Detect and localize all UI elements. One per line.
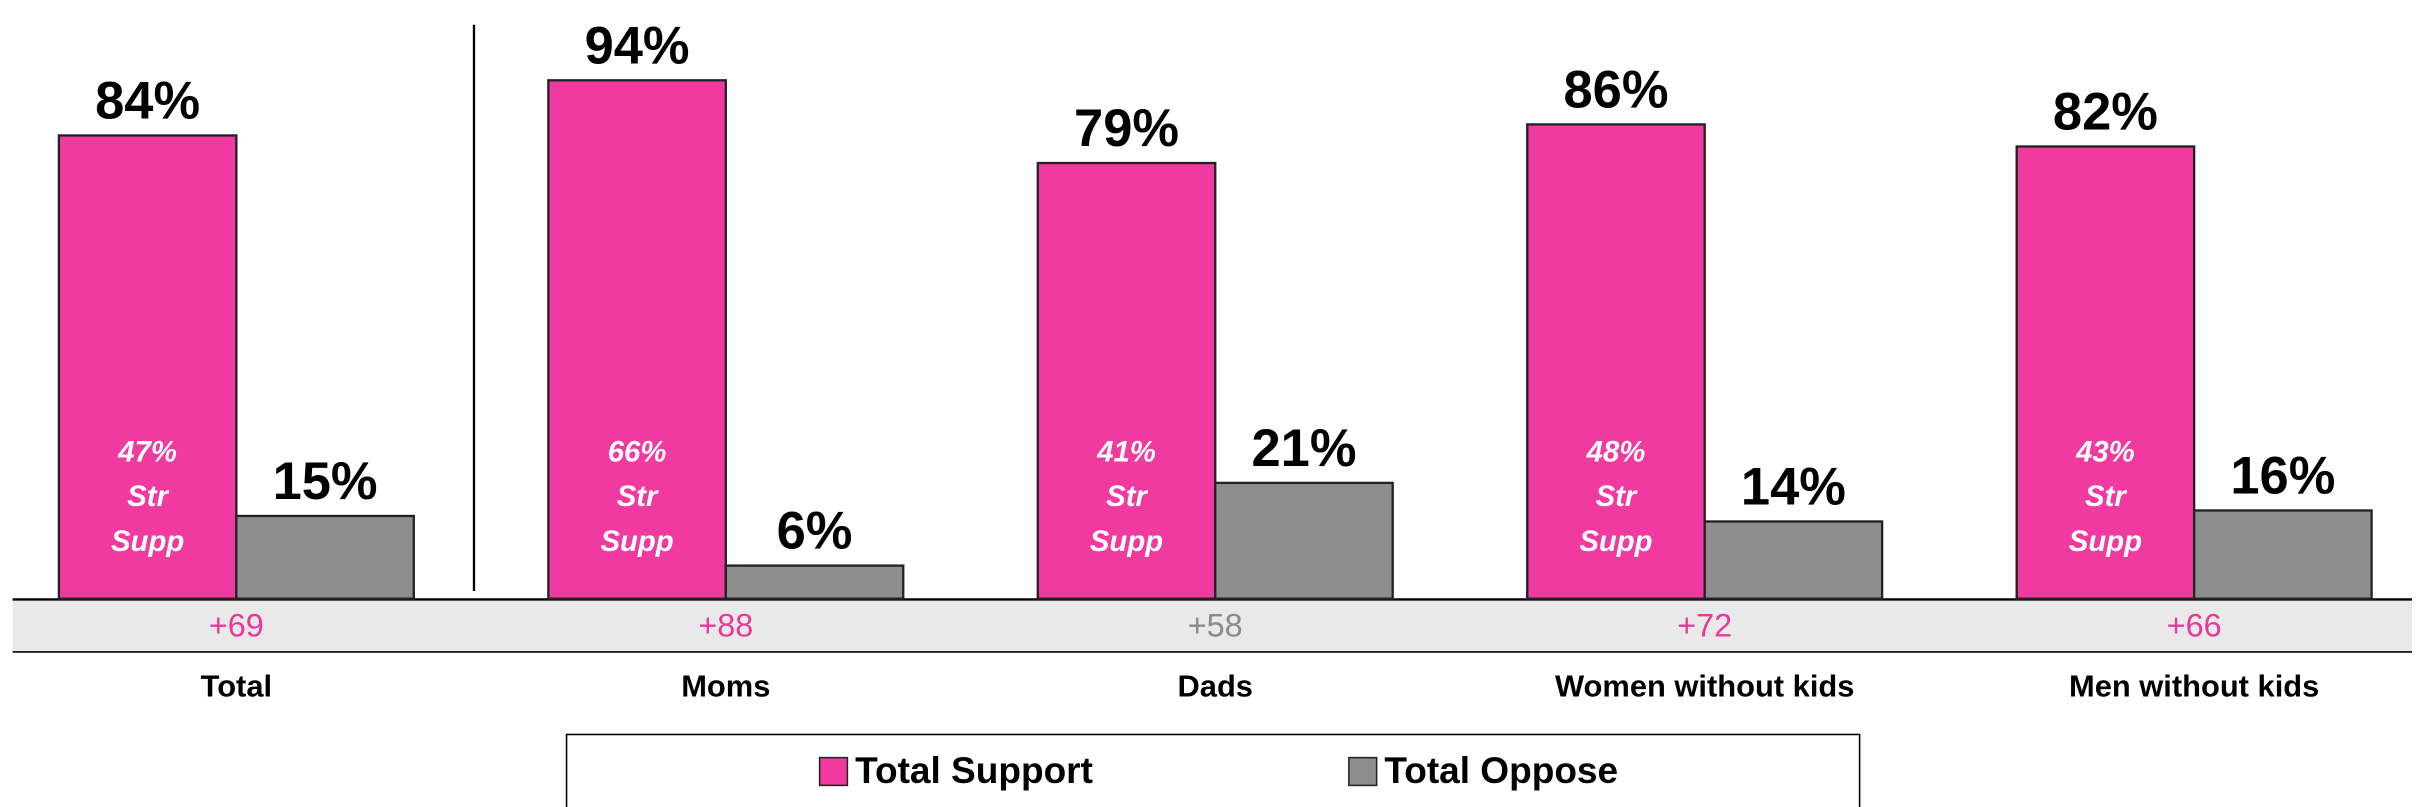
strong-support-label: Supp bbox=[111, 525, 184, 558]
net-label: +72 bbox=[1677, 608, 1732, 644]
strong-support-label: Supp bbox=[1579, 525, 1652, 558]
strong-support-label: Str bbox=[1106, 480, 1148, 513]
x-tick-label: Men without kids bbox=[2069, 668, 2319, 703]
bar bbox=[1036, 161, 1217, 600]
strong-support-label: 48% bbox=[1586, 435, 1646, 468]
legend-swatch bbox=[818, 756, 849, 787]
data-label: 16% bbox=[2230, 447, 2335, 505]
bar bbox=[1703, 520, 1884, 600]
strong-support-label: 47% bbox=[117, 435, 177, 468]
data-label: 79% bbox=[1074, 100, 1179, 158]
strong-support-label: 66% bbox=[608, 435, 667, 468]
net-label: +69 bbox=[209, 608, 264, 644]
data-label: 14% bbox=[1741, 458, 1846, 516]
net-band bbox=[12, 600, 2413, 652]
net-label: +66 bbox=[2167, 608, 2222, 644]
data-label: 86% bbox=[1563, 61, 1668, 119]
bar bbox=[1526, 123, 1706, 600]
data-label: 82% bbox=[2053, 83, 2158, 141]
x-tick-label: Dads bbox=[1178, 668, 1253, 703]
net-label: +58 bbox=[1188, 608, 1243, 644]
x-tick-label: Total bbox=[201, 668, 272, 703]
x-tick-label: Women without kids bbox=[1555, 668, 1854, 703]
strong-support-label: 41% bbox=[1096, 435, 1156, 468]
strong-support-label: 43% bbox=[2075, 435, 2135, 468]
data-label: 6% bbox=[777, 503, 853, 561]
data-label: 21% bbox=[1251, 420, 1356, 478]
strong-support-label: Str bbox=[617, 480, 659, 513]
legend-swatch bbox=[1348, 756, 1378, 787]
bar bbox=[2192, 509, 2373, 600]
strong-support-label: Supp bbox=[600, 525, 673, 558]
data-label: 94% bbox=[585, 17, 690, 75]
data-label: 84% bbox=[95, 72, 200, 130]
bar bbox=[724, 564, 905, 600]
legend-box bbox=[565, 733, 1861, 807]
legend-label: Total Support bbox=[855, 749, 1093, 791]
strong-support-label: Supp bbox=[1090, 525, 1163, 558]
bar bbox=[1214, 481, 1394, 600]
strong-support-label: Str bbox=[1596, 480, 1638, 513]
bar bbox=[2015, 145, 2196, 600]
net-label: +88 bbox=[698, 608, 753, 644]
strong-support-label: Str bbox=[127, 480, 169, 513]
legend-label: Total Oppose bbox=[1384, 749, 1618, 791]
strong-support-label: Supp bbox=[2069, 525, 2142, 558]
bar bbox=[57, 134, 238, 600]
strong-support-label: Str bbox=[2085, 480, 2127, 513]
bar bbox=[547, 79, 727, 600]
x-tick-label: Moms bbox=[681, 668, 770, 703]
bar bbox=[235, 514, 415, 600]
data-label: 15% bbox=[273, 453, 378, 511]
